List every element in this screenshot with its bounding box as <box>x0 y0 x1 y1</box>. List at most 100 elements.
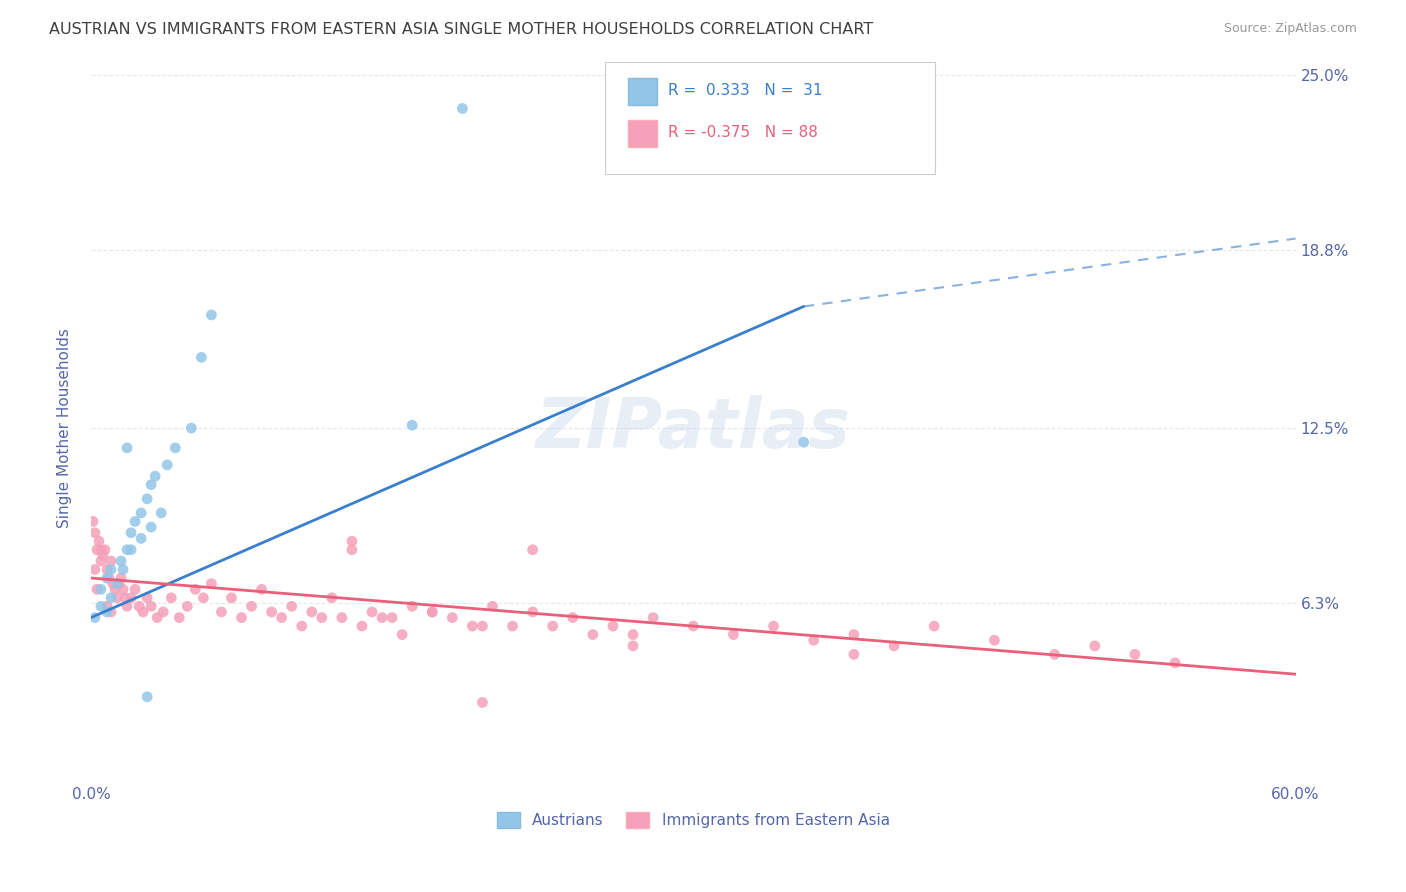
Point <box>114 591 136 605</box>
Point <box>98 571 121 585</box>
Point <box>165 441 187 455</box>
Point <box>128 599 150 614</box>
Point <box>582 627 605 641</box>
Point <box>311 610 333 624</box>
Point <box>160 591 183 605</box>
Point <box>621 639 644 653</box>
Point <box>621 627 644 641</box>
Text: R =  0.333   N =  31: R = 0.333 N = 31 <box>668 83 823 98</box>
Point <box>280 599 302 614</box>
Point <box>983 633 1005 648</box>
Point <box>682 619 704 633</box>
Point <box>420 605 443 619</box>
Point <box>200 308 222 322</box>
Point <box>105 576 128 591</box>
Point <box>522 542 544 557</box>
Point <box>100 591 122 605</box>
Point <box>291 619 314 633</box>
Point <box>101 576 124 591</box>
Point <box>120 591 142 605</box>
Point <box>260 605 283 619</box>
Point <box>90 582 112 597</box>
Point <box>96 571 118 585</box>
Point <box>321 591 343 605</box>
Point <box>132 605 155 619</box>
Point <box>401 418 423 433</box>
Point <box>441 610 464 624</box>
Point <box>1164 656 1187 670</box>
Point <box>141 599 163 614</box>
Point <box>643 610 665 624</box>
Point <box>1043 648 1066 662</box>
Point <box>184 582 207 597</box>
Point <box>150 506 173 520</box>
Point <box>371 610 394 624</box>
Point <box>115 542 138 557</box>
Point <box>91 549 114 563</box>
Point <box>112 562 135 576</box>
Point <box>190 351 212 365</box>
Point <box>340 542 363 557</box>
Point <box>87 534 110 549</box>
Text: ZIPatlas: ZIPatlas <box>536 394 851 461</box>
Point <box>96 599 118 614</box>
Point <box>120 542 142 557</box>
Point <box>471 696 494 710</box>
Point <box>231 610 253 624</box>
Point <box>350 619 373 633</box>
Point <box>84 562 107 576</box>
Point <box>461 619 484 633</box>
Point <box>86 582 108 597</box>
Point <box>883 639 905 653</box>
Y-axis label: Single Mother Households: Single Mother Households <box>58 328 72 528</box>
Point <box>110 554 132 568</box>
Point <box>330 610 353 624</box>
Point <box>84 525 107 540</box>
Point <box>129 532 152 546</box>
Point <box>240 599 263 614</box>
Point <box>200 576 222 591</box>
Point <box>522 605 544 619</box>
Point <box>502 619 524 633</box>
Point <box>96 605 118 619</box>
Text: Source: ZipAtlas.com: Source: ZipAtlas.com <box>1223 22 1357 36</box>
Point <box>169 610 191 624</box>
Point <box>270 610 292 624</box>
Point <box>451 102 474 116</box>
Point <box>82 515 104 529</box>
Point <box>143 469 166 483</box>
Point <box>481 599 503 614</box>
Point <box>602 619 624 633</box>
Point <box>762 619 785 633</box>
Point <box>176 599 198 614</box>
Point <box>842 648 865 662</box>
Point <box>793 435 815 450</box>
Point <box>209 605 232 619</box>
Point <box>105 591 128 605</box>
Point <box>136 690 159 704</box>
Point <box>100 562 122 576</box>
Legend: Austrians, Immigrants from Eastern Asia: Austrians, Immigrants from Eastern Asia <box>491 805 896 834</box>
Point <box>129 506 152 520</box>
Point <box>401 599 423 614</box>
Point <box>124 582 146 597</box>
Point <box>146 610 169 624</box>
Point <box>340 534 363 549</box>
Point <box>193 591 215 605</box>
Point <box>152 605 174 619</box>
Point <box>180 421 202 435</box>
Point <box>136 491 159 506</box>
Point <box>561 610 583 624</box>
Point <box>100 554 122 568</box>
Point <box>84 610 107 624</box>
Point <box>90 599 112 614</box>
Point <box>90 542 112 557</box>
Text: AUSTRIAN VS IMMIGRANTS FROM EASTERN ASIA SINGLE MOTHER HOUSEHOLDS CORRELATION CH: AUSTRIAN VS IMMIGRANTS FROM EASTERN ASIA… <box>49 22 873 37</box>
Point <box>124 515 146 529</box>
Point <box>110 571 132 585</box>
Point <box>141 477 163 491</box>
Point <box>471 619 494 633</box>
Point <box>301 605 323 619</box>
Point <box>381 610 404 624</box>
Point <box>100 605 122 619</box>
